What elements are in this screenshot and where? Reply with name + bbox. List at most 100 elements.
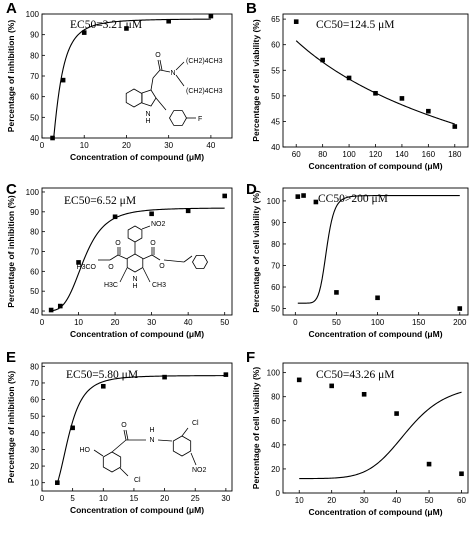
x-tick-label: 25 (191, 494, 200, 503)
y-tick-label: 50 (30, 412, 39, 421)
x-tick-label: 20 (327, 496, 336, 505)
plot-frame (282, 13, 469, 148)
data-point (457, 306, 463, 311)
y-tick-label: 80 (271, 393, 280, 402)
x-tick-label: 50 (425, 496, 434, 505)
y-tick-label: 60 (30, 396, 39, 405)
y-tick-label: 45 (271, 117, 280, 126)
y-tick-label: 55 (271, 66, 280, 75)
data-point (334, 290, 339, 295)
panel-d: D 0 50 100 150 200 50 60 70 80 90 100 Concentration … (246, 181, 469, 339)
data-point (373, 90, 378, 96)
data-point (100, 383, 106, 389)
x-tick-label: 0 (40, 494, 45, 503)
y-tick-label: 70 (30, 72, 39, 81)
data-point (223, 372, 229, 377)
y-tick-label: 20 (271, 465, 280, 474)
y-tick-label: 90 (30, 31, 39, 40)
x-tick-label: 30 (147, 318, 156, 327)
panel-letter: A (6, 0, 17, 17)
x-tick-label: 10 (99, 494, 108, 503)
structure-label: CH3 (152, 282, 166, 289)
annotation: CC50=124.5 μM (316, 19, 394, 31)
plot-frame (41, 362, 233, 492)
x-tick-label: 30 (164, 141, 173, 150)
data-point (301, 193, 306, 198)
x-tick-label: 60 (457, 496, 466, 505)
data-point (149, 211, 154, 217)
data-point (57, 303, 63, 309)
annotation: CC50=43.26 μM (316, 369, 394, 381)
y-tick-label: 50 (30, 287, 39, 296)
x-tick-label: 10 (80, 141, 89, 150)
structure-label: H (132, 283, 137, 290)
fit-curve (52, 18, 211, 139)
y-axis-title: Percentage of inhibition (%) (6, 195, 16, 308)
y-tick-label: 50 (271, 92, 280, 101)
annotation: CC50>200 μM (318, 193, 388, 205)
x-axis-title: Concentration of compound (μM) (70, 505, 204, 515)
structure-label: H3C (104, 282, 118, 289)
structure-label: O (150, 240, 156, 247)
data-point (329, 383, 334, 389)
x-tick-label: 0 (293, 318, 298, 327)
panel-e: E 0 5 10 15 20 25 30 10 20 30 40 50 60 70 80 Concentrati… (6, 349, 233, 515)
y-tick-label: 70 (30, 248, 39, 257)
x-tick-label: 100 (371, 318, 385, 327)
data-point (361, 391, 367, 397)
data-point (55, 480, 60, 485)
data-point (50, 135, 55, 141)
structure-label: NO2 (151, 221, 166, 228)
fit-curve (297, 194, 460, 304)
x-axis-title: Concentration of compound (μM) (308, 329, 442, 339)
x-tick-label: 40 (184, 318, 193, 327)
x-tick-label: 20 (111, 318, 120, 327)
data-point (112, 214, 118, 220)
y-tick-label: 90 (30, 208, 39, 217)
data-point (346, 75, 352, 81)
fit-curve (56, 375, 226, 484)
fit-curve (51, 207, 225, 312)
structure-label: N (145, 111, 150, 118)
y-tick-label: 60 (30, 267, 39, 276)
x-axis-title: Concentration of compound (μM) (70, 329, 204, 339)
plot-frame (282, 362, 469, 494)
y-tick-label: 40 (30, 429, 39, 438)
y-tick-label: 80 (30, 362, 39, 371)
annotation: EC50=3.21 μM (70, 19, 142, 31)
x-tick-label: 20 (122, 141, 131, 150)
x-axis-title: Concentration of compound (μM) (308, 507, 442, 517)
y-axis-title: Percentage of inhibition (%) (6, 371, 16, 484)
structure-label: H3CO (77, 264, 97, 271)
structure-label: H (149, 427, 154, 434)
data-point (76, 260, 81, 265)
annotation: EC50=5.80 μM (66, 369, 138, 381)
x-tick-label: 40 (392, 496, 401, 505)
panel-letter: F (246, 349, 255, 366)
structure-label: O (121, 422, 127, 429)
panel-b: B 60 80 100 120 140 160 180 40 45 50 55 60 65 Concentr… (246, 0, 469, 171)
panel-letter: C (6, 181, 17, 198)
y-axis-title: Percentage of cell viability (%) (251, 190, 261, 313)
structure-label: (CH2)4CH3 (186, 58, 223, 65)
x-tick-label: 180 (448, 150, 462, 159)
data-point (293, 19, 299, 24)
x-tick-label: 160 (422, 150, 436, 159)
y-tick-label: 100 (26, 188, 40, 197)
annotation: EC50=6.52 μM (64, 195, 136, 207)
plot-frame (282, 187, 469, 316)
data-point (70, 425, 75, 431)
panel-letter: E (6, 349, 16, 366)
structure-label: Cl (192, 420, 199, 427)
y-tick-label: 70 (30, 379, 39, 388)
data-point (320, 57, 325, 63)
y-tick-label: 40 (30, 134, 39, 143)
data-point (60, 77, 66, 83)
x-tick-label: 60 (292, 150, 301, 159)
data-point (81, 30, 87, 35)
y-tick-label: 80 (30, 228, 39, 237)
y-tick-label: 0 (276, 489, 281, 498)
x-axis-title: Concentration of compound (μM) (70, 152, 204, 162)
x-tick-label: 10 (74, 318, 83, 327)
